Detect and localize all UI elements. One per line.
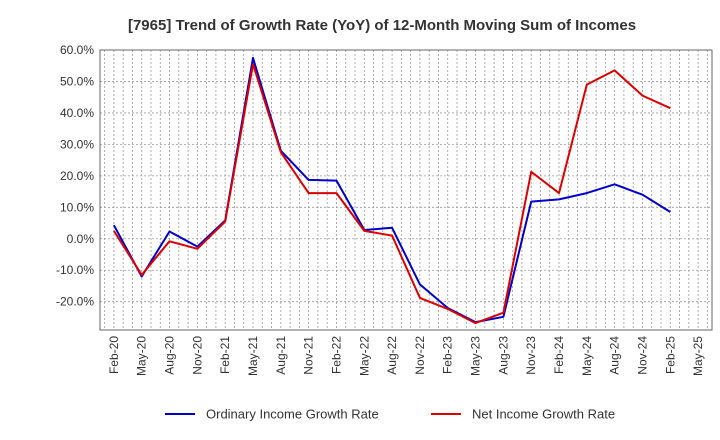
chart-title: [7965] Trend of Growth Rate (YoY) of 12-… (128, 17, 636, 34)
x-tick-label: Nov-24 (635, 336, 649, 375)
x-tick-label: Aug-20 (163, 336, 177, 375)
x-tick-label: Nov-22 (413, 336, 427, 375)
x-tick-label: Feb-25 (663, 336, 677, 374)
x-tick-label: Aug-21 (274, 336, 288, 375)
y-tick-label: 60.0% (60, 43, 94, 57)
x-tick-label: Nov-20 (190, 336, 204, 375)
x-tick-label: Feb-21 (218, 336, 232, 374)
x-axis-ticks: Feb-20 May-20 Aug-20 Nov-20 Feb-21 May-21 Aug-… (107, 336, 705, 376)
x-tick-label: Feb-22 (329, 336, 343, 374)
x-tick-label: Feb-24 (552, 336, 566, 374)
series-lines (113, 56, 671, 325)
y-tick-label: 40.0% (60, 106, 94, 120)
x-tick-label: Aug-23 (496, 336, 510, 375)
y-tick-label: 50.0% (60, 74, 94, 88)
plot-area (100, 50, 712, 330)
x-tick-label: May-23 (469, 336, 483, 376)
x-tick-label: May-25 (691, 336, 705, 376)
y-tick-label: 0.0% (67, 232, 95, 246)
y-tick-label: -10.0% (56, 263, 94, 277)
x-tick-label: Feb-20 (107, 336, 121, 374)
vertical-gridlines (104, 50, 708, 330)
y-axis-ticks: 60.0% 50.0% 40.0% 30.0% 20.0% 10.0% 0.0% -10.0%… (56, 43, 94, 309)
x-tick-label: Aug-24 (608, 336, 622, 375)
x-tick-label: May-20 (135, 336, 149, 376)
x-tick-label: May-24 (580, 336, 594, 376)
series-line-ordinary-income (113, 56, 671, 324)
y-tick-label: 10.0% (60, 200, 94, 214)
x-tick-label: Aug-22 (385, 336, 399, 375)
x-tick-label: May-22 (357, 336, 371, 376)
plot-frame (99, 49, 713, 331)
y-tick-label: 20.0% (60, 169, 94, 183)
series-line-net-income (113, 63, 671, 325)
x-tick-label: Nov-21 (302, 336, 316, 375)
legend-label-net: Net Income Growth Rate (472, 407, 615, 422)
y-tick-label: 30.0% (60, 137, 94, 151)
x-tick-label: Feb-23 (441, 336, 455, 374)
legend: Ordinary Income Growth Rate Net Income G… (165, 407, 615, 422)
y-tick-label: -20.0% (56, 295, 94, 309)
x-tick-label: Nov-23 (524, 336, 538, 375)
x-tick-label: May-21 (246, 336, 260, 376)
legend-label-ordinary: Ordinary Income Growth Rate (206, 407, 379, 422)
